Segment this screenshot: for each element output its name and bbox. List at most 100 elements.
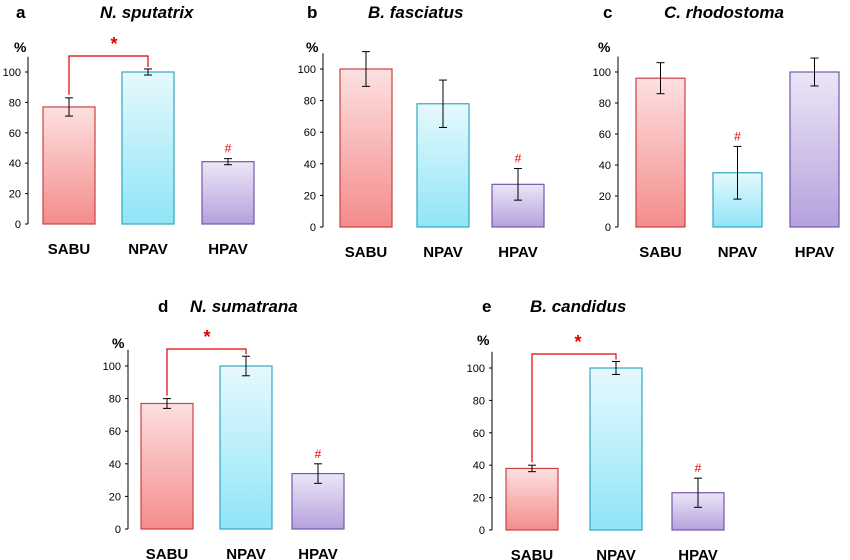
y-tick-label: 100: [467, 363, 485, 375]
significance-bracket: [166, 348, 247, 396]
y-tick-label: 40: [304, 159, 316, 171]
panel-title: N. sputatrix: [100, 3, 195, 22]
significance-star: *: [203, 327, 210, 347]
x-category-label: NPAV: [423, 244, 462, 261]
panel-title: N. sumatrana: [190, 297, 298, 316]
bar-npav: [121, 71, 175, 225]
error-bar: [144, 68, 152, 76]
x-category-label: SABU: [639, 244, 682, 261]
error-bar: [810, 57, 819, 87]
significance-hash: #: [225, 142, 232, 156]
chart-panel-d: d N. sumatrana% 0 20 40 60 80 100 SABU NPAV HPAV * #: [103, 297, 345, 560]
x-category-label: SABU: [146, 546, 189, 560]
significance-hash: #: [515, 152, 522, 166]
panel-letter: e: [482, 297, 491, 316]
y-tick-label: 40: [473, 460, 485, 472]
y-tick-label: 0: [310, 222, 316, 234]
y-tick-label: 40: [9, 158, 21, 170]
error-bar: [439, 79, 447, 128]
y-axis-unit: %: [598, 39, 611, 55]
error-bar: [514, 168, 522, 201]
bar-sabu: [42, 106, 96, 225]
panel-title: B. candidus: [530, 297, 626, 316]
x-category-label: SABU: [345, 244, 388, 261]
bar-sabu: [140, 402, 194, 530]
x-category-label: NPAV: [596, 547, 635, 560]
significance-star: *: [574, 332, 581, 352]
error-bar: [242, 355, 250, 377]
x-category-label: HPAV: [678, 547, 717, 560]
y-axis-unit: %: [14, 39, 27, 55]
chart-panel-c: c C. rhodostoma% 0 20 40 60 80 100 SABU NPAV HPAV #: [593, 3, 840, 261]
y-tick-label: 60: [109, 426, 121, 438]
significance-hash: #: [315, 447, 322, 461]
x-category-label: NPAV: [128, 241, 167, 258]
error-bar: [163, 398, 171, 409]
y-tick-label: 80: [9, 97, 21, 109]
y-tick-label: 100: [103, 361, 121, 373]
x-category-label: NPAV: [718, 244, 757, 261]
y-tick-label: 20: [304, 190, 316, 202]
bar-npav: [589, 367, 643, 531]
error-bar: [733, 145, 742, 200]
y-tick-label: 80: [473, 395, 485, 407]
x-category-label: SABU: [48, 241, 91, 258]
x-category-label: HPAV: [498, 244, 537, 261]
panel-letter: d: [158, 297, 168, 316]
y-tick-label: 0: [15, 219, 21, 231]
bar-npav: [219, 365, 273, 530]
chart-panel-b: b B. fasciatus% 0 20 40 60 80 100 SABU NPAV HPAV #: [298, 3, 545, 261]
y-tick-label: 0: [605, 222, 611, 234]
significance-star: *: [110, 34, 117, 54]
y-tick-label: 20: [473, 493, 485, 505]
y-tick-label: 80: [599, 98, 611, 110]
y-tick-label: 40: [109, 459, 121, 471]
y-tick-label: 60: [9, 128, 21, 140]
y-tick-label: 20: [599, 191, 611, 203]
y-axis-unit: %: [112, 335, 125, 351]
y-tick-label: 100: [593, 67, 611, 79]
y-tick-label: 100: [298, 64, 316, 76]
x-category-label: HPAV: [795, 244, 834, 261]
error-bar: [656, 62, 665, 95]
y-tick-label: 60: [473, 428, 485, 440]
chart-panel-e: e B. candidus% 0 20 40 60 80 100 SABU NPAV HPAV * #: [467, 297, 725, 560]
panel-letter: a: [16, 3, 26, 22]
significance-bracket: [531, 353, 617, 463]
bar-sabu: [339, 68, 393, 228]
bar-sabu: [505, 467, 559, 531]
chart-panel-a: a N. sputatrix% 0 20 40 60 80 100 SABU NPAV HPAV * #: [3, 3, 255, 258]
y-tick-label: 60: [599, 129, 611, 141]
y-tick-label: 0: [479, 525, 485, 537]
panel-letter: b: [307, 3, 317, 22]
y-tick-label: 80: [109, 394, 121, 406]
y-tick-label: 100: [3, 67, 21, 79]
x-category-label: HPAV: [298, 546, 337, 560]
error-bar: [314, 463, 322, 484]
x-category-label: HPAV: [208, 241, 247, 258]
bar-hpav: [789, 71, 840, 228]
x-category-label: SABU: [511, 547, 554, 560]
significance-hash: #: [734, 129, 741, 143]
significance-hash: #: [695, 461, 702, 475]
y-tick-label: 0: [115, 524, 121, 536]
y-tick-label: 60: [304, 127, 316, 139]
error-bar: [612, 361, 620, 375]
y-tick-label: 20: [9, 189, 21, 201]
error-bar: [528, 464, 536, 473]
error-bar: [362, 51, 370, 87]
y-tick-label: 40: [599, 160, 611, 172]
error-bar: [224, 158, 232, 166]
error-bar: [694, 477, 702, 508]
panel-title: C. rhodostoma: [664, 3, 784, 22]
y-tick-label: 20: [109, 491, 121, 503]
bar-hpav: [201, 161, 255, 225]
error-bar: [65, 97, 73, 117]
x-category-label: NPAV: [226, 546, 265, 560]
panel-letter: c: [603, 3, 612, 22]
y-axis-unit: %: [306, 39, 319, 55]
y-tick-label: 80: [304, 96, 316, 108]
significance-bracket: [68, 55, 149, 95]
bar-sabu: [635, 77, 686, 228]
